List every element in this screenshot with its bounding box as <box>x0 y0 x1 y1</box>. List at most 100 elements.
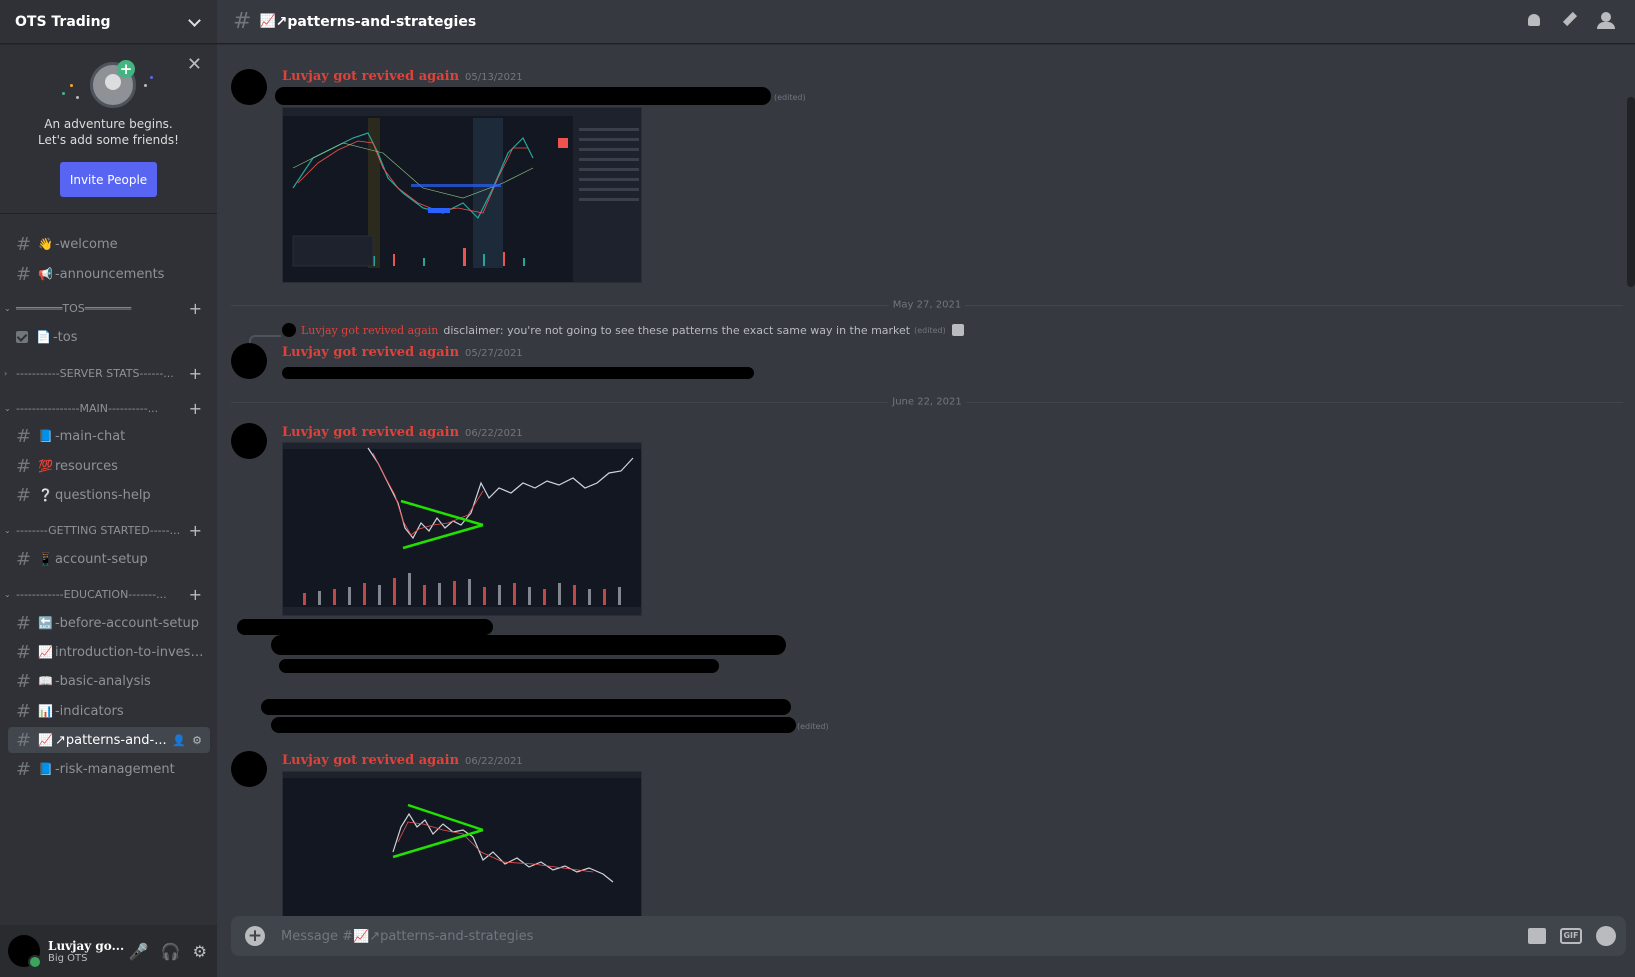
invite-people-button[interactable]: Invite People <box>60 162 157 197</box>
caret-down-icon: ⌄ <box>4 403 11 413</box>
channel-sidebar: OTS Trading ✕ + An adventure begins. Let… <box>0 0 217 977</box>
channel-questions-help[interactable]: # ❔ questions-help <box>8 482 210 508</box>
category-label: ------------EDUCATION-------... <box>16 587 167 601</box>
reply-preview[interactable]: Luvjay got revived again disclaimer: you… <box>282 323 964 337</box>
reply-text: disclaimer: you're not going to see thes… <box>443 323 911 337</box>
add-attachment-button[interactable]: + <box>245 926 265 946</box>
user-info[interactable]: Luvjay go... Big OTS <box>48 939 128 964</box>
chart-up-emoji-icon: 📈 <box>38 733 53 747</box>
add-channel-icon[interactable]: + <box>188 298 202 318</box>
message-author[interactable]: Luvjay got revived again 06/22/2021 <box>282 425 523 440</box>
redacted-text <box>282 367 754 379</box>
message-input[interactable] <box>281 928 1431 944</box>
bar-chart-emoji-icon: 📊 <box>38 704 53 718</box>
composer-tools: GIF <box>1528 926 1616 946</box>
back-emoji-icon: 🔙 <box>38 616 53 630</box>
scrollbar[interactable] <box>1627 97 1635 287</box>
invite-message: An adventure begins. Let's add some frie… <box>0 116 217 148</box>
wave-emoji-icon: 👋 <box>38 237 53 251</box>
category-label: -----------SERVER STATS------... <box>16 366 174 380</box>
redacted-text <box>237 619 493 635</box>
avatar[interactable] <box>231 751 267 787</box>
caret-right-icon: › <box>4 368 8 378</box>
settings-icon[interactable]: ⚙ <box>192 941 207 961</box>
user-name: Luvjay go... <box>48 938 125 953</box>
chart-screenshot <box>283 772 641 883</box>
message-author[interactable]: Luvjay got revived again 05/27/2021 <box>282 345 523 360</box>
channel-risk-management[interactable]: # 📘 -risk-management <box>8 756 210 782</box>
message-author[interactable]: Luvjay got revived again 06/22/2021 <box>282 753 523 768</box>
gift-icon[interactable] <box>1528 928 1546 944</box>
channel-before-account-setup[interactable]: # 🔙 -before-account-setup <box>8 610 210 636</box>
channel-label: ↗patterns-and-... <box>54 732 167 748</box>
avatar[interactable] <box>8 935 42 969</box>
date-divider: June 22, 2021 <box>231 396 1623 408</box>
channel-introduction-to-investing[interactable]: # 📈 introduction-to-invest... <box>8 639 210 665</box>
hundred-emoji-icon: 💯 <box>38 459 53 473</box>
channel-resources[interactable]: # 💯 resources <box>8 453 210 479</box>
pin-icon[interactable] <box>1561 11 1579 30</box>
redacted-text <box>271 717 796 733</box>
channel-main-chat[interactable]: # 📘 -main-chat <box>8 423 210 449</box>
hash-icon: # <box>16 758 32 780</box>
channel-settings-icon[interactable]: ⚙ <box>192 733 202 747</box>
create-invite-icon[interactable]: 👤 <box>172 733 187 747</box>
chart-screenshot <box>283 108 641 282</box>
redacted-text <box>275 87 771 105</box>
header-toolbar <box>1525 11 1615 30</box>
hash-icon: # <box>16 484 32 506</box>
add-friend-icon: + <box>117 60 135 78</box>
server-header[interactable]: OTS Trading <box>0 0 217 44</box>
edited-label: (edited) <box>774 93 806 102</box>
category-server-stats[interactable]: › -----------SERVER STATS------... + <box>4 363 210 383</box>
add-channel-icon[interactable]: + <box>188 584 202 604</box>
add-channel-icon[interactable]: + <box>188 520 202 540</box>
hash-icon: # <box>16 729 32 751</box>
user-panel: Luvjay go... Big OTS 🎤 🎧 ⚙ <box>0 925 217 977</box>
chart-image-attachment[interactable] <box>282 107 642 283</box>
channel-account-setup[interactable]: # 📱 account-setup <box>8 546 210 572</box>
category-tos[interactable]: ⌄ ═══════TOS═══════ + <box>4 298 210 318</box>
emoji-icon[interactable] <box>1596 926 1616 946</box>
channel-label: -welcome <box>54 236 118 252</box>
message-list[interactable]: Luvjay got revived again 05/13/2021 (edit… <box>217 45 1635 917</box>
chevron-down-icon[interactable] <box>187 15 201 29</box>
category-getting-started[interactable]: ⌄ --------GETTING STARTED-----... + <box>4 520 210 540</box>
channel-patterns-and-strategies[interactable]: # 📈 ↗patterns-and-... 👤 ⚙ <box>8 727 210 753</box>
add-channel-icon[interactable]: + <box>188 363 202 383</box>
question-emoji-icon: ❔ <box>38 488 53 502</box>
chart-image-attachment[interactable] <box>282 771 642 917</box>
channel-announcements[interactable]: # 📢 -announcements <box>8 261 210 287</box>
sparkle-icon <box>76 96 79 99</box>
book-emoji-icon: 📘 <box>38 429 53 443</box>
headphones-icon[interactable]: 🎧 <box>160 941 181 961</box>
divider-date: June 22, 2021 <box>888 396 966 408</box>
gif-icon[interactable]: GIF <box>1560 928 1582 944</box>
bell-icon[interactable] <box>1525 12 1543 30</box>
category-label: ═══════TOS═══════ <box>16 301 132 315</box>
checkbox-icon <box>16 331 28 343</box>
category-education[interactable]: ⌄ ------------EDUCATION-------... + <box>4 584 210 604</box>
divider-date: May 27, 2021 <box>888 299 966 311</box>
date-divider: May 27, 2021 <box>231 299 1623 311</box>
channel-welcome[interactable]: # 👋 -welcome <box>8 231 210 257</box>
message-author[interactable]: Luvjay got revived again 05/13/2021 <box>282 69 523 84</box>
sparkle-icon <box>62 92 65 95</box>
category-main[interactable]: ⌄ ----------------MAIN----------... + <box>4 398 210 418</box>
avatar[interactable] <box>231 343 267 379</box>
channel-indicators[interactable]: # 📊 -indicators <box>8 698 210 724</box>
channel-tos[interactable]: 📄 -tos <box>8 324 210 350</box>
close-icon[interactable]: ✕ <box>186 54 202 75</box>
channel-label: account-setup <box>54 551 148 567</box>
mute-icon[interactable]: 🎤 <box>128 941 149 961</box>
category-label: --------GETTING STARTED-----... <box>16 523 181 537</box>
chart-image-attachment[interactable] <box>282 442 642 616</box>
add-channel-icon[interactable]: + <box>188 398 202 418</box>
message-timestamp: 05/13/2021 <box>465 72 523 83</box>
redacted-text <box>271 635 786 655</box>
channel-basic-analysis[interactable]: # 📖 -basic-analysis <box>8 668 210 694</box>
avatar[interactable] <box>231 69 267 105</box>
members-icon[interactable] <box>1597 12 1615 30</box>
avatar[interactable] <box>231 423 267 459</box>
invite-card: ✕ + An adventure begins. Let's add some … <box>0 44 217 214</box>
